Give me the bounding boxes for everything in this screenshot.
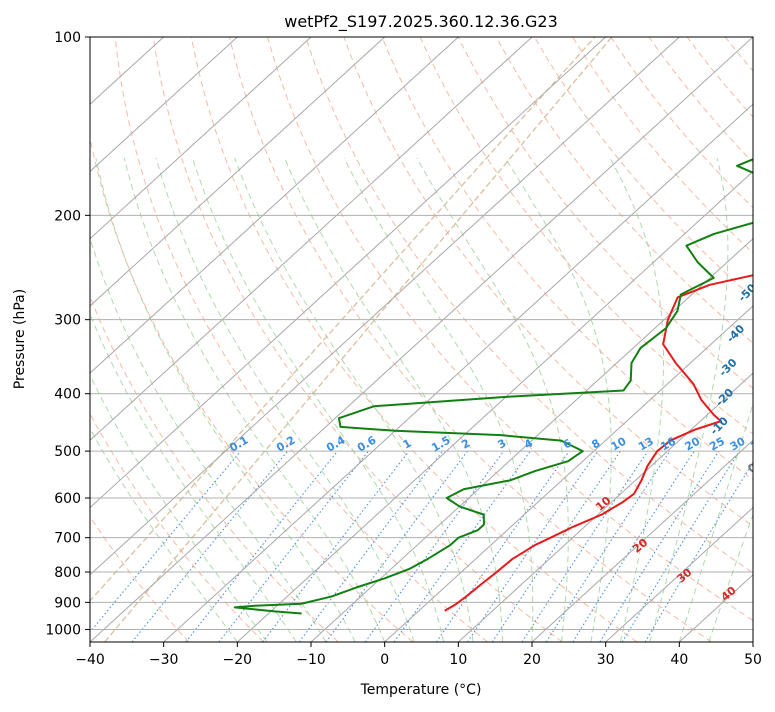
mixing-ratio-line: [545, 450, 671, 642]
series-layer: [233, 158, 753, 615]
moist-adiabat: [343, 157, 534, 642]
moist-adiabat: [90, 427, 238, 642]
isotherm: [90, 37, 753, 642]
isotherm: [236, 170, 753, 642]
isotherm: [90, 37, 607, 509]
dry-adiabat: [190, 37, 638, 642]
mixing-ratio-line: [131, 450, 289, 642]
dewpoint-line: [233, 158, 753, 615]
moist-adiabat: [284, 157, 504, 642]
isotherm: [90, 37, 312, 240]
mixing-ratio-line: [262, 450, 410, 642]
isotherm: [90, 37, 386, 307]
dry-adiabat: [572, 37, 753, 254]
mixing-ratio-line: [90, 450, 242, 633]
x-tick-label: −30: [149, 652, 179, 668]
x-tick-label: 10: [449, 652, 467, 668]
y-tick-label: 900: [54, 595, 81, 611]
x-tick-label: −10: [296, 652, 326, 668]
dry-adiabat: [648, 37, 753, 164]
isotherm: [605, 506, 753, 642]
moist-adiabat: [234, 157, 474, 642]
mixing-ratio-line: [364, 450, 505, 642]
y-tick-label: 400: [54, 387, 81, 403]
isotherm: [90, 37, 680, 576]
x-tick-label: 50: [744, 652, 762, 668]
plot-frame: [89, 36, 754, 643]
y-tick-label: 200: [54, 208, 81, 224]
y-tick-label: 800: [54, 565, 81, 581]
dry-adiabat: [90, 412, 264, 642]
x-tick-label: −40: [75, 652, 105, 668]
x-tick-label: 40: [670, 652, 688, 668]
moist-adiabat: [90, 236, 327, 642]
mixing-ratio-line: [621, 450, 740, 642]
isotherm: [163, 103, 753, 642]
grid-lines: [90, 37, 753, 642]
dry-adiabat: [457, 37, 753, 389]
moist-adiabat: [505, 157, 612, 642]
dry-adiabat: [305, 37, 753, 574]
y-tick-label: 600: [54, 491, 81, 507]
dry-adiabat: [267, 37, 753, 622]
y-tick-label: 100: [54, 30, 81, 46]
axis-ticks: −40 −30 −20 −10 0 10 20 30 40 50 100 200 300 400 500 60…: [45, 30, 762, 668]
dry-adiabat: [90, 515, 190, 642]
moist-adiabat: [90, 312, 297, 642]
x-tick-label: −20: [223, 652, 253, 668]
isotherm: [90, 37, 459, 374]
mixing-ratio-line: [572, 450, 695, 642]
chart-title: wetPf2_S197.2025.360.12.36.G23: [284, 12, 558, 32]
x-tick-label: 0: [380, 652, 389, 668]
y-tick-label: 300: [54, 313, 81, 329]
mixing-ratio-label: 36: [748, 434, 768, 453]
moist-adiabat: [416, 157, 569, 642]
mixing-ratio-line: [467, 450, 599, 642]
dry-adiabat: [152, 37, 563, 642]
y-tick-label: 1000: [45, 622, 81, 638]
mixing-ratio-line: [185, 450, 338, 642]
mixing-ratio-line: [521, 450, 649, 642]
isotherm: [384, 305, 753, 642]
dry-adiabat: [495, 37, 753, 344]
mixing-ratio-line: [325, 450, 468, 642]
y-axis-label: Pressure (hPa): [12, 289, 28, 389]
isotherm: [531, 439, 753, 642]
mixing-ratio-line: [435, 450, 570, 642]
dry-adiabat: [90, 295, 339, 642]
mixing-ratio-line: [298, 450, 444, 642]
isotherm: [310, 237, 753, 642]
dry-adiabat: [343, 37, 753, 527]
x-axis-label: Temperature (°C): [360, 682, 482, 698]
temperature-line: [444, 274, 753, 612]
isotherm: [90, 37, 238, 173]
ice-curve: [90, 37, 596, 602]
dry-adiabat: [419, 37, 753, 435]
x-tick-label: 20: [523, 652, 541, 668]
isotherm: [457, 372, 753, 642]
y-tick-label: 500: [54, 444, 81, 460]
x-tick-label: 30: [597, 652, 615, 668]
mixing-ratio-line: [491, 450, 621, 642]
y-tick-label: 700: [54, 531, 81, 547]
dry-adiabat: [381, 37, 753, 481]
wet-bulb-zero-label: 0: [745, 461, 759, 476]
moist-adiabat: [90, 374, 268, 642]
isotherm: [90, 37, 533, 442]
ice-curve: [104, 37, 613, 642]
dry-adiabat: [229, 37, 713, 642]
